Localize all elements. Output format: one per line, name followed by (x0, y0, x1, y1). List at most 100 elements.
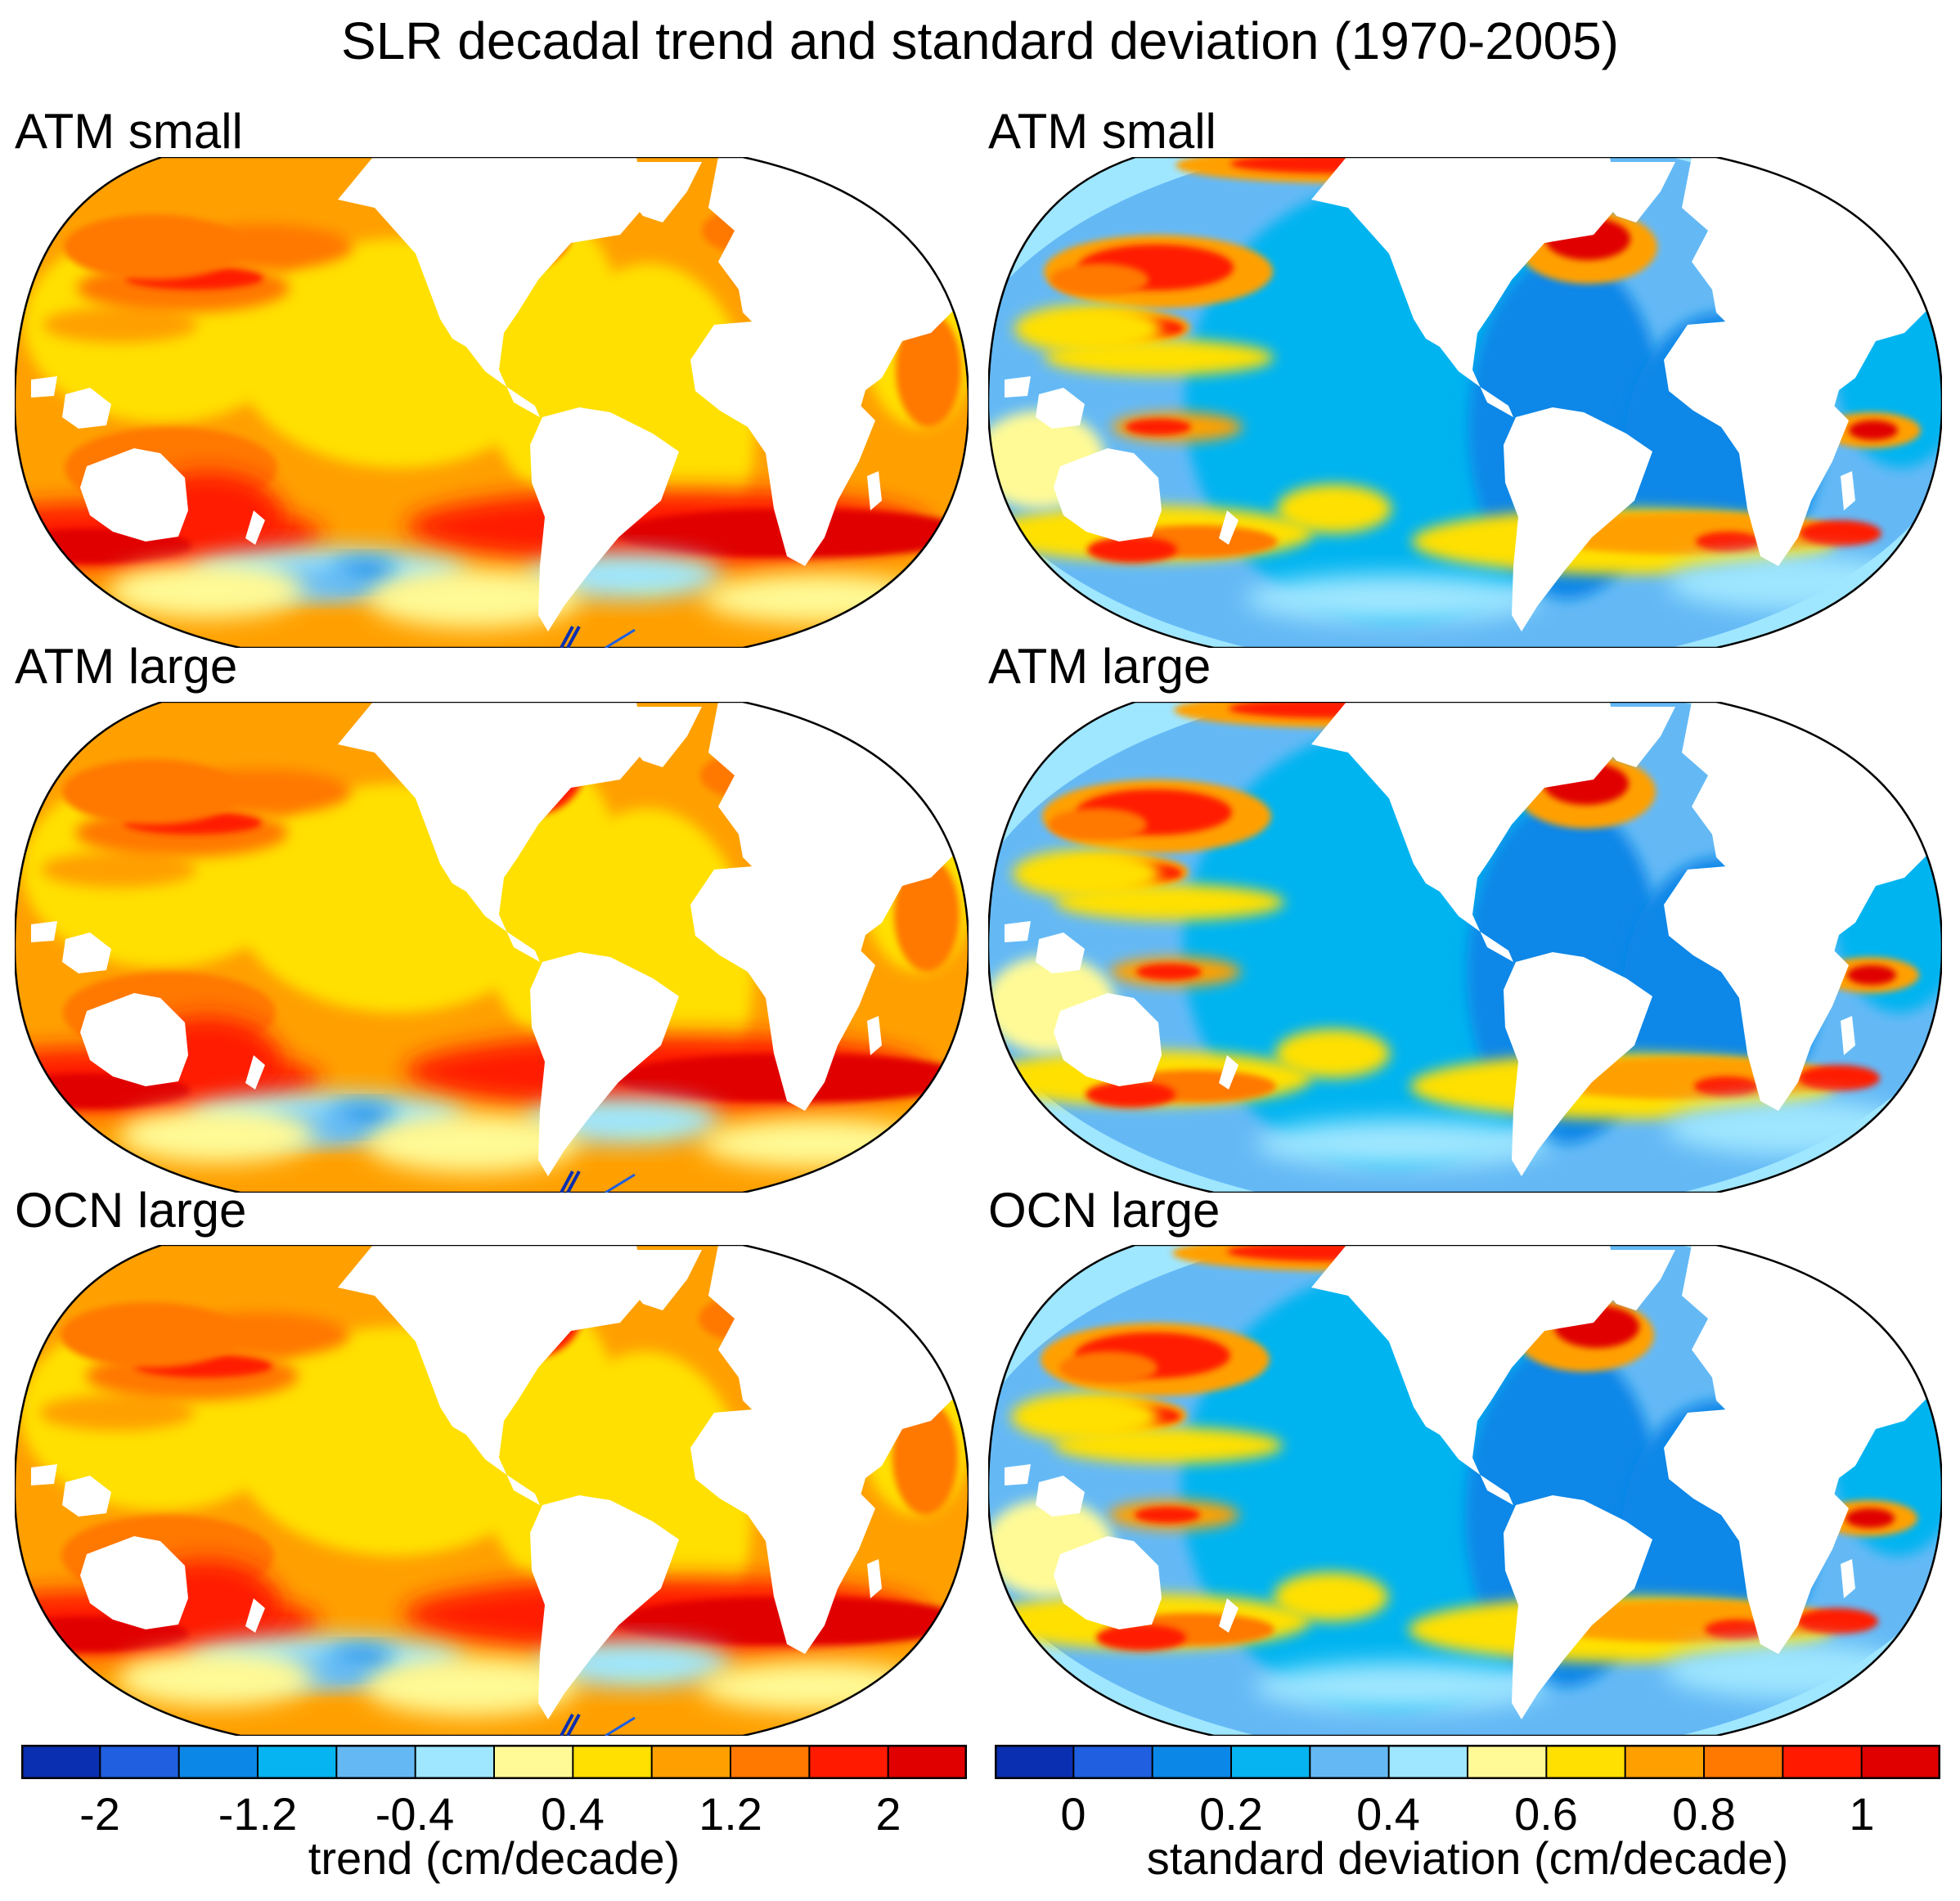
std-map-ocn-large (988, 1245, 1942, 1736)
artifact-line (566, 1171, 581, 1193)
panel-label: OCN large (988, 1183, 1221, 1238)
colorbar-swatch (1309, 1745, 1391, 1779)
southeast-asia-shape (31, 1464, 111, 1517)
africa-shape (690, 321, 875, 566)
field-contour (365, 1657, 578, 1716)
colorbar-swatch (1860, 1745, 1940, 1779)
field-contour (119, 1108, 315, 1163)
southeast-asia-shape (1005, 921, 1085, 973)
colorbar-swatch (808, 1745, 890, 1779)
southeast-asia-shape (1005, 1464, 1085, 1517)
colorbar-swatch (178, 1745, 259, 1779)
std-colorbar (995, 1745, 1940, 1779)
std-field (988, 702, 1942, 1193)
colorbar-swatch (887, 1745, 967, 1779)
colorbar-swatch (1545, 1745, 1627, 1779)
colorbar-swatch (335, 1745, 417, 1779)
field-contour (1126, 419, 1191, 435)
colorbar-swatch (1387, 1745, 1469, 1779)
new-zealand-shape (1219, 510, 1238, 545)
south-america-shape (1504, 1495, 1652, 1719)
std-map-atm-small (988, 157, 1942, 648)
trend-colorbar-title: trend (cm/decade) (308, 1832, 681, 1884)
colorbar-swatch (414, 1745, 496, 1779)
field-contour (1694, 1076, 1760, 1096)
field-contour (368, 569, 581, 628)
artifact-line (566, 1714, 581, 1736)
panel-label: ATM small (988, 104, 1216, 159)
map-outline (988, 702, 1942, 1193)
south-america-shape (530, 952, 679, 1176)
artifact-line (605, 1716, 636, 1736)
australia-shape (1054, 448, 1162, 542)
australia-shape (80, 448, 188, 542)
field-contour (894, 857, 960, 972)
field-contour (1059, 1351, 1158, 1384)
field-contour (64, 214, 244, 280)
map-outline (988, 157, 1942, 648)
field-contour (1049, 808, 1147, 841)
panel-label: OCN large (15, 1183, 247, 1238)
australia-shape (80, 993, 188, 1086)
field-contour (1668, 555, 1913, 610)
field-contour (108, 563, 304, 618)
std-map-atm-large (988, 702, 1942, 1193)
field-contour (1666, 1099, 1912, 1155)
australia-shape (1054, 993, 1162, 1086)
africa-shape (1664, 1409, 1849, 1654)
std-tick-label: 0.4 (1356, 1788, 1420, 1840)
north-america-shape (338, 157, 645, 417)
field-contour (1800, 520, 1881, 546)
north-america-shape (1311, 1245, 1618, 1505)
artifact-line (605, 628, 636, 648)
south-america-shape (530, 1495, 679, 1719)
field-contour (892, 1400, 958, 1515)
panel-label: ATM large (15, 639, 238, 694)
field-contour (896, 312, 961, 427)
colorbar-swatch (1151, 1745, 1233, 1779)
colorbar-swatch (1467, 1745, 1548, 1779)
panel-label: ATM large (988, 639, 1212, 694)
trend-tick-label: -0.4 (375, 1788, 455, 1840)
new-zealand-shape (245, 510, 265, 545)
figure-title: SLR decadal trend and standard deviation… (341, 11, 1619, 70)
std-tick-label: 0.8 (1672, 1788, 1736, 1840)
artifact-line (560, 626, 574, 648)
south-america-shape (1504, 407, 1652, 631)
colorbar-frame (995, 1745, 1940, 1779)
field-contour (1705, 1620, 1770, 1639)
std-tick-label: 1 (1849, 1788, 1875, 1840)
trend-tick-label: -2 (79, 1788, 120, 1840)
colorbar-swatch (21, 1745, 101, 1779)
trend-tick-label: -1.2 (218, 1788, 298, 1840)
south-america-shape (1504, 952, 1652, 1176)
trend-tick-label: 1.2 (699, 1788, 762, 1840)
map-outline (15, 702, 969, 1193)
australia-shape (80, 1536, 188, 1629)
field-contour (366, 1114, 579, 1173)
map-outline (15, 157, 969, 648)
field-contour (1087, 537, 1177, 563)
australia-shape (1054, 1536, 1162, 1629)
field-contour (1665, 1643, 1910, 1698)
std-field (988, 157, 1942, 648)
africa-shape (1664, 865, 1849, 1111)
std-colorbar-ticks: 0 0.2 0.4 0.6 0.8 1 (995, 1788, 1940, 1845)
greenland-shape (604, 162, 702, 222)
new-zealand-shape (1219, 1055, 1238, 1090)
std-tick-label: 0.6 (1514, 1788, 1578, 1840)
greenland-shape (1577, 1250, 1675, 1310)
artifact-line (560, 1714, 574, 1736)
artifact-line (605, 1173, 636, 1193)
colorbar-swatch (995, 1745, 1075, 1779)
greenland-shape (604, 707, 702, 767)
colorbar-swatch (730, 1745, 811, 1779)
field-contour (61, 1302, 241, 1368)
colorbar-swatch (572, 1745, 654, 1779)
field-contour (43, 307, 198, 343)
trend-colorbar (21, 1745, 967, 1779)
new-zealand-shape (1219, 1598, 1238, 1633)
colorbar-swatch (257, 1745, 338, 1779)
colorbar-swatch (1624, 1745, 1706, 1779)
trend-colorbar-ticks: -2 -1.2 -0.4 0.4 1.2 2 (21, 1788, 967, 1845)
